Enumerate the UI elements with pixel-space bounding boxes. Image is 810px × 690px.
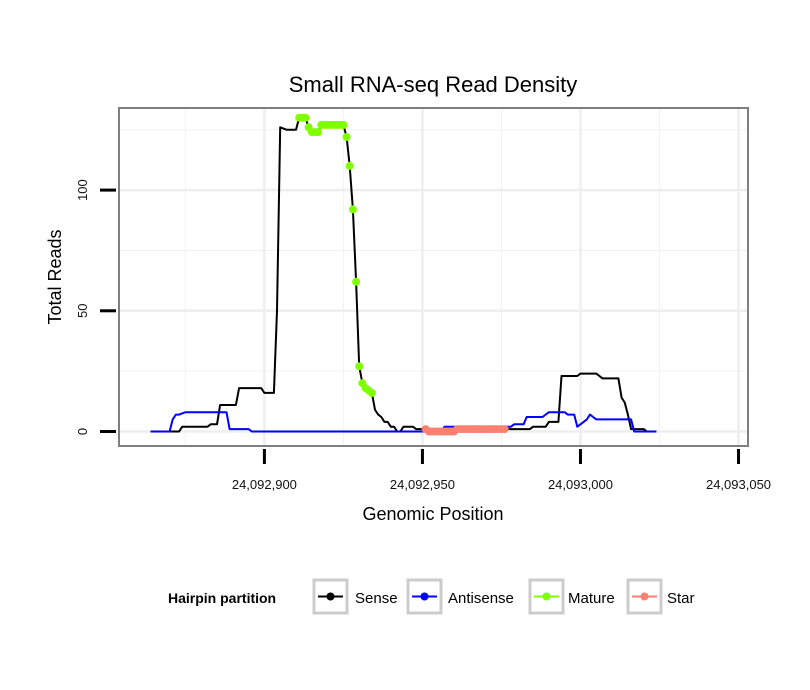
legend-title: Hairpin partition (168, 590, 276, 606)
legend-label-antisense: Antisense (448, 590, 514, 607)
data-point-mature (342, 133, 351, 141)
y-tick-label: 50 (75, 304, 90, 318)
x-tick-label: 24,092,950 (390, 477, 455, 492)
y-tick-label: 100 (75, 179, 90, 201)
legend-label-sense: Sense (355, 590, 398, 607)
x-tick-label: 24,093,050 (706, 477, 771, 492)
series-points (295, 113, 509, 436)
data-point-mature (352, 277, 361, 286)
data-point-mature (345, 161, 354, 170)
series-line-antisense (150, 411, 657, 433)
data-point-mature (314, 128, 323, 137)
legend-marker-antisense (420, 592, 429, 601)
data-point-mature (339, 120, 348, 129)
data-point-mature (367, 388, 376, 397)
series-line-sense (150, 116, 657, 433)
x-tick-label: 24,093,000 (548, 477, 613, 492)
legend-label-mature: Mature (568, 590, 615, 607)
data-point-mature (355, 362, 364, 371)
legend-label-star: Star (667, 590, 695, 607)
series-lines (150, 116, 657, 433)
data-point-mature (301, 113, 310, 122)
x-tick-label: 24,092,900 (232, 477, 297, 492)
grid-minor (120, 109, 747, 445)
legend-marker-mature (542, 592, 551, 601)
plot-panel (118, 107, 749, 447)
x-axis-title: Genomic Position (362, 504, 503, 524)
legend-marker-sense (326, 592, 335, 601)
data-point-star (500, 425, 509, 434)
y-tick-label: 0 (75, 428, 90, 435)
y-axis: 0 50 100 (75, 179, 116, 435)
legend: Hairpin partition Sense Antisense Mature St… (168, 578, 695, 615)
y-axis-title: Total Reads (45, 229, 65, 324)
legend-marker-star (640, 592, 649, 601)
chart-title: Small RNA-seq Read Density (289, 72, 578, 97)
x-axis: 24,092,900 24,092,950 24,093,000 24,093,050 (232, 449, 771, 492)
data-point-mature (348, 205, 357, 214)
